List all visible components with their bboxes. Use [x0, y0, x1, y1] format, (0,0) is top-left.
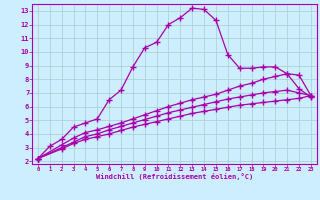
X-axis label: Windchill (Refroidissement éolien,°C): Windchill (Refroidissement éolien,°C)	[96, 173, 253, 180]
